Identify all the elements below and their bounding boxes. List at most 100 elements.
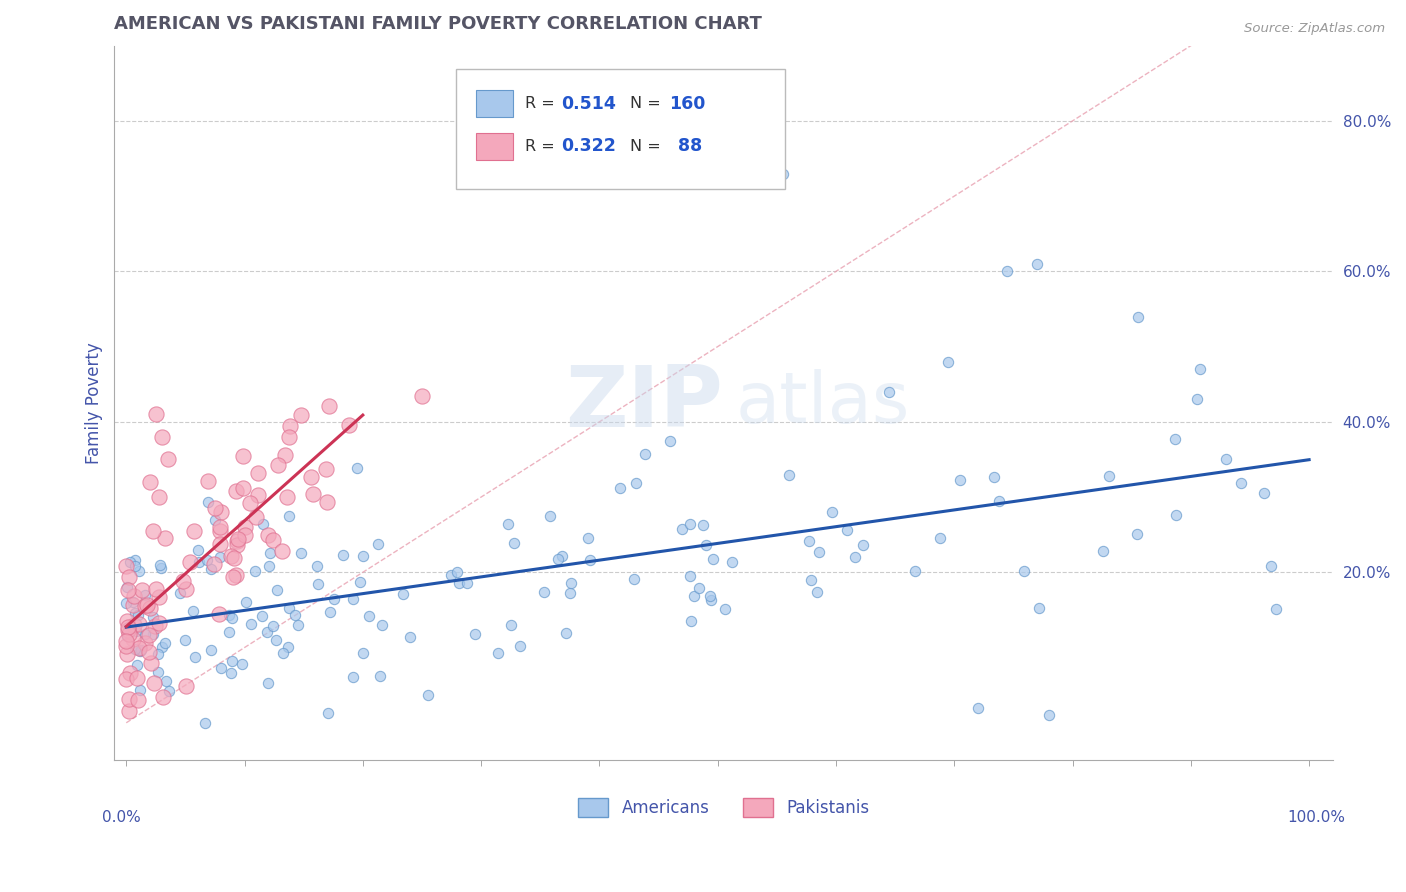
Point <box>209 661 232 675</box>
Point <box>266 582 288 597</box>
Point <box>323 592 346 607</box>
Point <box>352 646 374 660</box>
Point <box>226 533 249 547</box>
Point <box>681 615 703 629</box>
Point <box>418 688 440 702</box>
Point <box>145 407 167 421</box>
Point <box>138 645 160 659</box>
Point <box>332 549 354 563</box>
Point <box>623 572 645 586</box>
Point <box>200 643 222 657</box>
Point <box>284 607 307 622</box>
Point <box>1092 544 1115 558</box>
Point <box>1189 362 1212 376</box>
Text: Source: ZipAtlas.com: Source: ZipAtlas.com <box>1244 22 1385 36</box>
Point <box>262 533 284 547</box>
Point <box>844 550 866 565</box>
Point <box>928 531 950 545</box>
Point <box>169 586 191 600</box>
Point <box>509 640 531 654</box>
Text: 100.0%: 100.0% <box>1286 811 1346 825</box>
Point <box>1164 508 1187 523</box>
Point <box>208 607 231 622</box>
Point <box>319 605 342 619</box>
Point <box>624 476 647 491</box>
Text: R =: R = <box>524 96 555 112</box>
Point <box>699 589 721 603</box>
Point <box>271 646 294 660</box>
Point <box>772 167 794 181</box>
Point <box>558 585 581 599</box>
Point <box>134 635 156 649</box>
Point <box>271 543 294 558</box>
Point <box>124 553 146 567</box>
Point <box>117 619 139 633</box>
Point <box>226 538 249 552</box>
Point <box>342 592 364 607</box>
Point <box>678 517 700 532</box>
Point <box>233 528 256 542</box>
Point <box>179 556 201 570</box>
Point <box>987 494 1010 508</box>
Point <box>208 520 231 534</box>
Point <box>579 553 602 567</box>
Point <box>120 555 142 569</box>
Point <box>277 640 299 654</box>
Text: 160: 160 <box>669 95 706 112</box>
Point <box>342 670 364 684</box>
Point <box>721 555 744 569</box>
Point <box>148 490 170 504</box>
Point <box>186 543 208 558</box>
Point <box>115 633 138 648</box>
Point <box>204 513 226 527</box>
Point <box>245 510 267 524</box>
Point <box>1026 257 1049 271</box>
Point <box>1098 468 1121 483</box>
Point <box>172 574 194 589</box>
Point <box>174 679 197 693</box>
Point <box>115 639 138 653</box>
Text: 88: 88 <box>672 137 703 155</box>
Point <box>259 546 281 560</box>
Point <box>997 264 1019 278</box>
Point <box>1185 392 1208 406</box>
Point <box>806 584 828 599</box>
Point <box>117 582 139 597</box>
Text: atlas: atlas <box>735 368 910 438</box>
Point <box>124 624 146 638</box>
Point <box>688 581 710 595</box>
Point <box>456 576 478 591</box>
Point <box>695 538 717 552</box>
Text: N =: N = <box>630 96 661 112</box>
Point <box>134 588 156 602</box>
Point <box>1215 451 1237 466</box>
Point <box>392 587 415 601</box>
Point <box>183 524 205 538</box>
Point <box>124 558 146 573</box>
Point <box>127 607 149 622</box>
Point <box>264 632 287 647</box>
Point <box>247 488 270 502</box>
Point <box>276 491 298 505</box>
Point <box>658 434 681 448</box>
Point <box>1126 526 1149 541</box>
Point <box>316 494 339 508</box>
Point <box>150 430 173 444</box>
Point <box>262 619 284 633</box>
Point <box>143 619 166 633</box>
Point <box>501 618 523 632</box>
Point <box>148 590 170 604</box>
Point <box>797 534 820 549</box>
Point <box>181 604 204 618</box>
Point <box>247 466 270 480</box>
Point <box>447 576 470 591</box>
Point <box>139 475 162 489</box>
Point <box>877 384 900 399</box>
Point <box>257 558 280 573</box>
Point <box>188 556 211 570</box>
Point <box>224 550 246 565</box>
Point <box>257 676 280 690</box>
Point <box>150 561 173 575</box>
Point <box>145 582 167 596</box>
Text: 0.0%: 0.0% <box>103 811 141 825</box>
